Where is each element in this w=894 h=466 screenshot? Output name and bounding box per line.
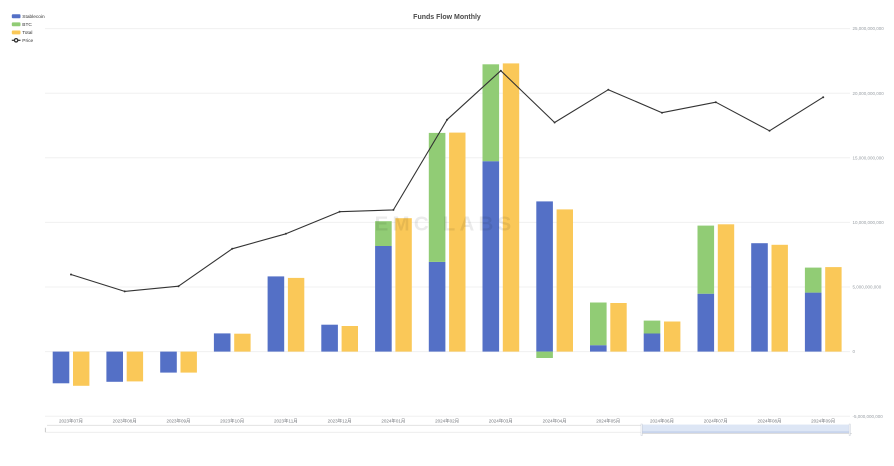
svg-text:2024年06月: 2024年06月: [650, 417, 674, 424]
svg-text:0: 0: [853, 349, 856, 354]
svg-text:EMC LABS: EMC LABS: [375, 213, 516, 236]
svg-text:2024年04月: 2024年04月: [543, 417, 567, 424]
svg-text:2024年09月: 2024年09月: [811, 417, 835, 424]
svg-text:2024年01月: 2024年01月: [381, 417, 405, 424]
svg-text:10,000,000,000: 10,000,000,000: [853, 220, 885, 225]
svg-text:15,000,000,000: 15,000,000,000: [853, 155, 885, 160]
svg-text:2024年05月: 2024年05月: [596, 417, 620, 424]
svg-text:20,000,000,000: 20,000,000,000: [853, 91, 885, 96]
svg-text:Price: Price: [22, 38, 33, 44]
svg-text:2024年03月: 2024年03月: [489, 417, 513, 424]
svg-text:2023年07月: 2023年07月: [59, 417, 83, 424]
svg-text:BTC: BTC: [22, 22, 32, 28]
svg-text:Funds Flow Monthly: Funds Flow Monthly: [413, 14, 481, 21]
svg-text:-5,000,000,000: -5,000,000,000: [853, 414, 884, 419]
svg-text:2023年10月: 2023年10月: [220, 417, 244, 424]
svg-text:2023年12月: 2023年12月: [328, 417, 352, 424]
svg-text:2024年02月: 2024年02月: [435, 417, 459, 424]
svg-text:25,000,000,000: 25,000,000,000: [853, 26, 885, 31]
svg-text:2023年09月: 2023年09月: [166, 417, 190, 424]
svg-text:5,000,000,000: 5,000,000,000: [853, 285, 882, 290]
svg-text:2023年08月: 2023年08月: [113, 417, 137, 424]
svg-text:Total: Total: [22, 30, 32, 36]
svg-text:2024年08月: 2024年08月: [757, 417, 781, 424]
svg-text:2024年07月: 2024年07月: [704, 417, 728, 424]
svg-text:Stablecoin: Stablecoin: [22, 14, 45, 20]
svg-text:2023年11月: 2023年11月: [274, 417, 298, 424]
